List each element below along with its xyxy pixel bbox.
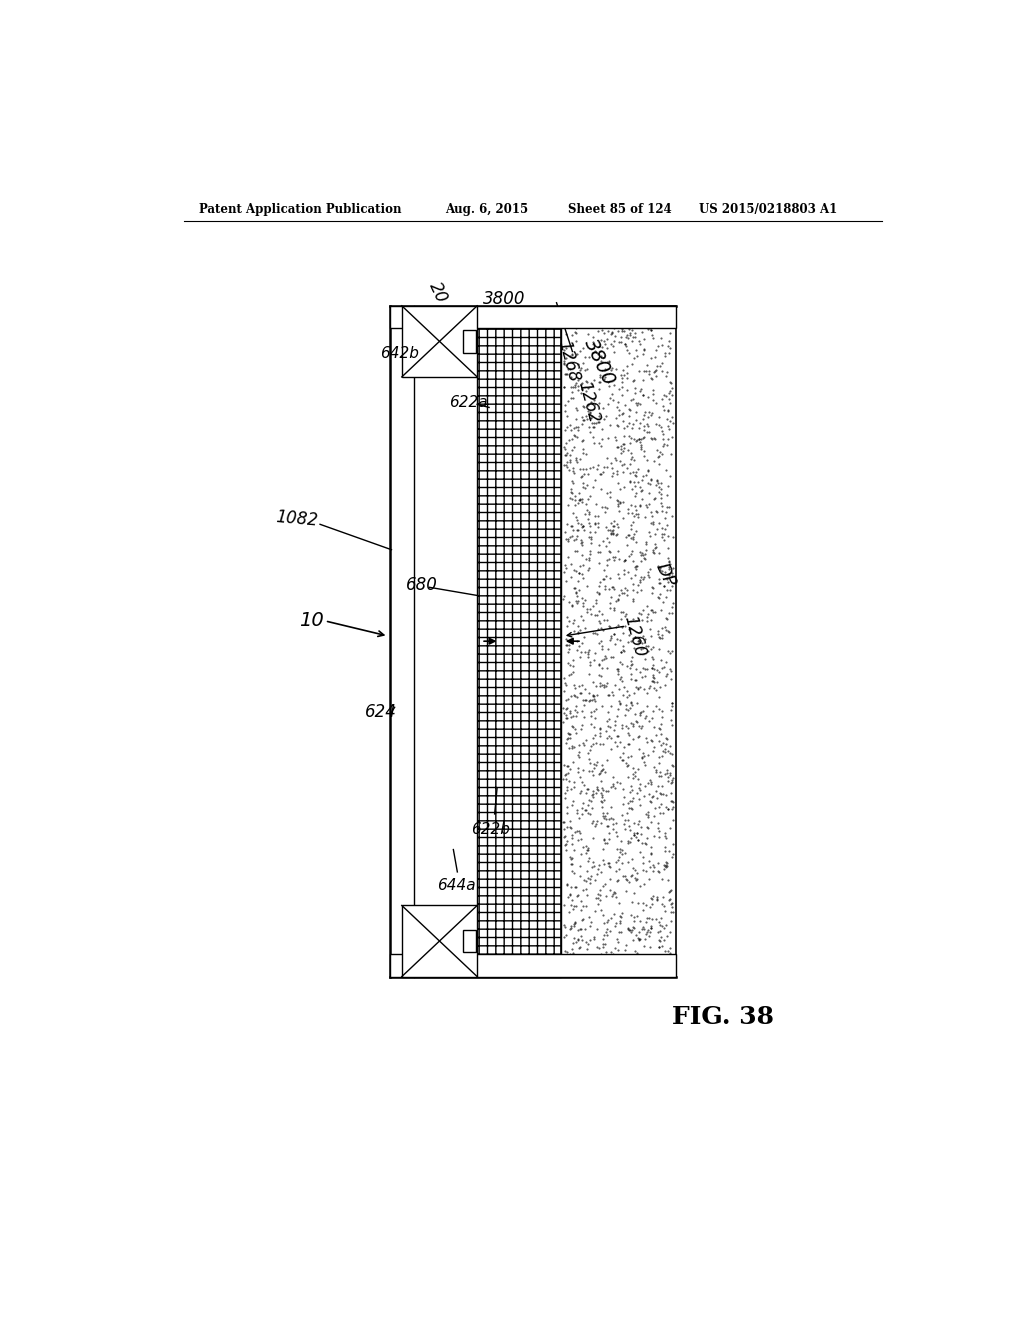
Text: Sheet 85 of 124: Sheet 85 of 124: [568, 203, 672, 216]
Bar: [560, 306, 676, 977]
Text: 1260: 1260: [620, 614, 648, 659]
Bar: [463, 929, 475, 952]
Text: 3800: 3800: [581, 335, 618, 388]
Bar: [463, 330, 475, 352]
Text: 20: 20: [426, 279, 451, 306]
Text: 1082: 1082: [274, 508, 318, 531]
Text: Patent Application Publication: Patent Application Publication: [200, 203, 402, 216]
Bar: [401, 306, 477, 378]
Text: 1262: 1262: [574, 379, 602, 425]
Bar: [390, 306, 676, 329]
Text: FIG. 38: FIG. 38: [672, 1006, 773, 1030]
Bar: [401, 906, 477, 977]
Text: 10: 10: [299, 611, 324, 631]
Text: 642b: 642b: [380, 346, 419, 362]
Text: 622a: 622a: [450, 395, 488, 409]
Bar: [390, 954, 676, 977]
Text: US 2015/0218803 A1: US 2015/0218803 A1: [699, 203, 838, 216]
Text: 624: 624: [365, 704, 396, 721]
Text: 1268: 1268: [554, 339, 583, 384]
Text: DP: DP: [652, 560, 679, 590]
Text: Aug. 6, 2015: Aug. 6, 2015: [445, 203, 528, 216]
Text: 622b: 622b: [471, 822, 510, 837]
Text: 644a: 644a: [437, 878, 476, 892]
Bar: [477, 306, 560, 977]
Text: 3800: 3800: [482, 289, 525, 308]
Text: 680: 680: [406, 577, 437, 594]
